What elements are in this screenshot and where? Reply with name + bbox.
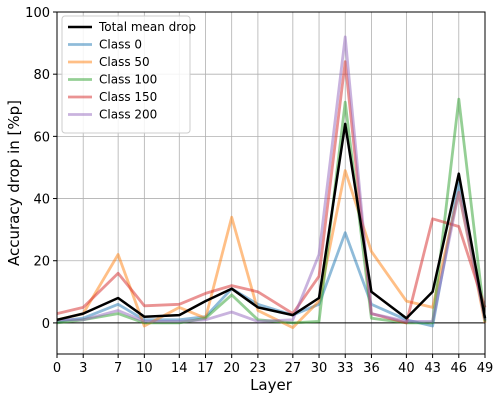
x-tick-label: 17 <box>197 361 214 376</box>
y-tick-label: 60 <box>33 130 50 145</box>
y-tick-label: 80 <box>33 68 50 83</box>
legend-entry: Class 50 <box>99 55 150 69</box>
x-tick-label: 0 <box>53 361 61 376</box>
series-lines <box>56 35 487 330</box>
y-tick-label: 100 <box>25 6 50 21</box>
x-tick-label: 14 <box>171 361 188 376</box>
x-tick-label: 10 <box>136 361 153 376</box>
y-axis-ticks: 0 20 40 60 80 100 <box>25 6 57 332</box>
x-tick-label: 43 <box>424 361 441 376</box>
x-tick-label: 3 <box>79 361 87 376</box>
legend-entry: Class 150 <box>99 90 157 104</box>
x-tick-label: 46 <box>451 361 468 376</box>
x-tick-label: 20 <box>223 361 240 376</box>
x-tick-label: 30 <box>311 361 328 376</box>
series-line-class-150 <box>56 60 487 325</box>
x-tick-label: 40 <box>398 361 415 376</box>
x-tick-label: 49 <box>477 361 494 376</box>
legend-entry: Class 200 <box>99 108 157 122</box>
x-tick-label: 27 <box>285 361 302 376</box>
y-tick-label: 0 <box>42 317 50 332</box>
legend: Total mean drop Class 0 Class 50 Class 100 C… <box>61 15 196 134</box>
plot-frame <box>56 11 486 355</box>
y-axis-label: Accuracy drop in [%p] <box>5 100 23 266</box>
x-tick-label: 33 <box>337 361 354 376</box>
legend-entry: Total mean drop <box>98 20 196 34</box>
x-axis-label: Layer <box>250 376 293 394</box>
x-axis-ticks: 0 3 7 10 14 17 20 23 27 30 33 36 40 43 46 49 <box>53 354 493 376</box>
series-line-total-mean-drop <box>56 122 487 322</box>
x-tick-label: 36 <box>363 361 380 376</box>
y-tick-label: 40 <box>33 193 50 208</box>
series-line-class-200 <box>57 35 487 323</box>
x-tick-label: 7 <box>114 361 122 376</box>
y-tick-label: 20 <box>33 255 50 270</box>
x-tick-label: 23 <box>250 361 267 376</box>
legend-entry: Class 100 <box>99 73 157 87</box>
legend-entry: Class 0 <box>99 38 142 52</box>
legend-box <box>61 15 191 134</box>
